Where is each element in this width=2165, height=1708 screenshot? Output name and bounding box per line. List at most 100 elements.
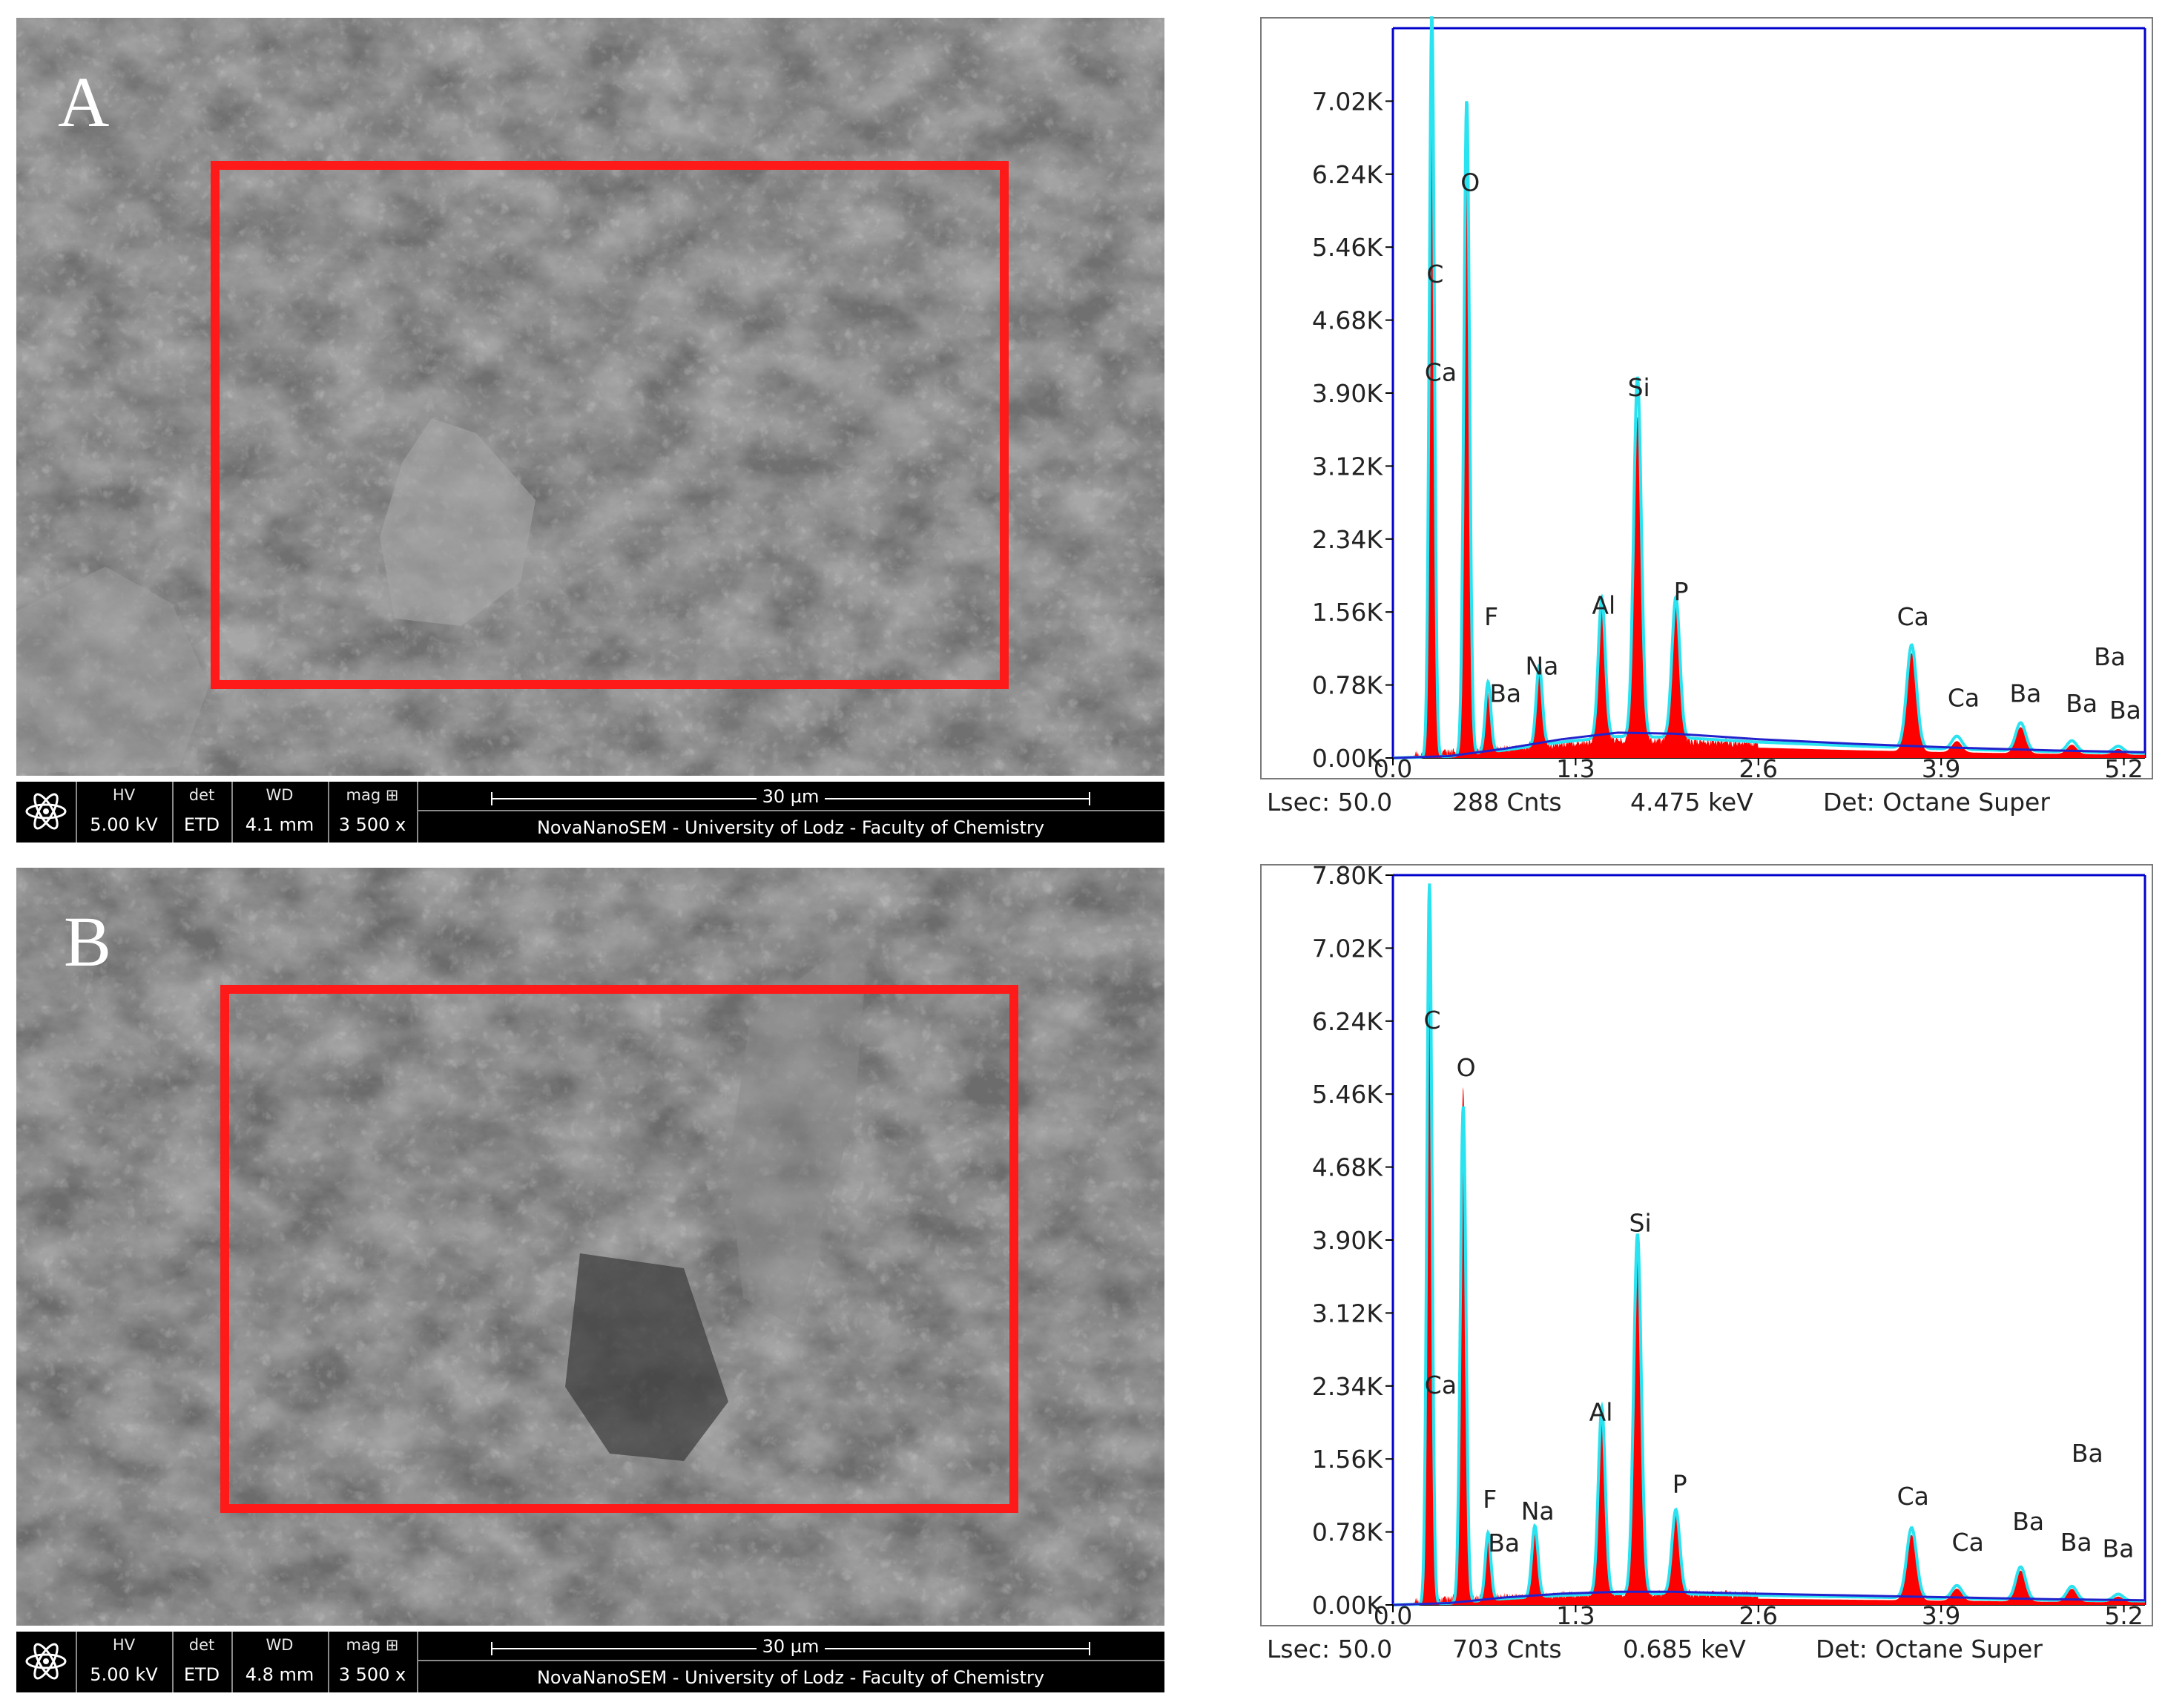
eds-footer-a: Lsec: 50.0 288 Cnts 4.475 keV Det: Octan…: [1267, 788, 2149, 829]
element-label-ca: Ca: [1897, 602, 1929, 631]
element-label-si: Si: [1628, 373, 1650, 402]
fit-line: [1393, 883, 2145, 1606]
mag-value: 3 500 x: [338, 1664, 406, 1685]
element-label-ba: Ba: [2072, 1439, 2103, 1468]
element-label-ba: Ba: [2066, 689, 2098, 718]
x-tick-label: 1.3: [1556, 754, 1595, 780]
roi-box-a: [211, 161, 1009, 689]
y-tick-label: 3.90K: [1312, 1226, 1383, 1255]
y-tick-label: 6.24K: [1312, 160, 1383, 189]
hv-value: 5.00 kV: [90, 814, 158, 835]
instrument-label: NovaNanoSEM - University of Lodz - Facul…: [536, 1667, 1045, 1688]
element-label-al: Al: [1589, 1397, 1613, 1426]
hv-cell: HV 5.00 kV: [76, 1632, 174, 1692]
y-tick-label: 7.02K: [1312, 934, 1383, 963]
y-tick-label: 0.78K: [1312, 671, 1383, 700]
x-tick-label: 2.6: [1739, 1601, 1778, 1627]
background-line: [1392, 731, 2146, 759]
panel-letter: A: [58, 62, 110, 142]
x-tick-label: 5.2: [2104, 1601, 2143, 1627]
grid-icon: ⊞: [385, 1636, 399, 1654]
roi-box-b: [220, 985, 1018, 1513]
det-value: ETD: [183, 814, 220, 835]
scale-label: 30 µm: [756, 786, 826, 807]
scale-bar: 30 µm NovaNanoSEM - University of Lodz -…: [417, 1632, 1164, 1692]
y-tick-label: 4.68K: [1312, 306, 1383, 335]
element-label-ba: Ba: [2103, 1534, 2135, 1563]
element-label-o: O: [1460, 168, 1480, 197]
y-tick-label: 2.34K: [1312, 1372, 1383, 1401]
eds-spectrum-a: 0.00K 0.78K 1.56K 2.34K 3.12K 3.90K 4.68K 5.46K…: [1260, 16, 2153, 780]
element-label-na: Na: [1521, 1497, 1555, 1526]
eds-footer-b: Lsec: 50.0 703 Cnts 0.685 keV Det: Octan…: [1267, 1635, 2149, 1676]
x-tick-label: 2.6: [1739, 754, 1778, 780]
x-tick-label: 3.9: [1922, 1601, 1960, 1627]
counts-value: 288 Cnts: [1452, 788, 1562, 817]
wd-value: 4.1 mm: [245, 814, 314, 835]
element-label-ca: Ca: [1897, 1482, 1929, 1511]
energy-value: 0.685 keV: [1623, 1635, 1746, 1664]
eds-spectrum-b: 0.00K 0.78K 1.56K 2.34K 3.12K 3.90K 4.68K 5.46K…: [1260, 863, 2153, 1627]
y-tick-label: 5.46K: [1312, 233, 1383, 262]
element-label-na: Na: [1525, 652, 1558, 681]
element-label-ca: Ca: [1952, 1528, 1984, 1557]
eds-frame: [1260, 864, 2153, 1626]
y-tick-label: 0.78K: [1312, 1518, 1383, 1547]
hv-value: 5.00 kV: [90, 1664, 158, 1685]
y-tick-label: 7.80K: [1312, 863, 1383, 890]
element-label-si: Si: [1629, 1209, 1652, 1238]
x-tick-label: 0.0: [1374, 754, 1412, 780]
element-label-p: P: [1674, 577, 1689, 606]
det-cell: det ETD: [172, 1632, 233, 1692]
y-tick-label: 5.46K: [1312, 1080, 1383, 1109]
element-label-ba: Ba: [1488, 1529, 1520, 1557]
y-tick-label: 0.00K: [1312, 744, 1383, 773]
detector-value: Det: Octane Super: [1816, 1635, 2043, 1664]
x-tick-label: 3.9: [1922, 754, 1960, 780]
y-tick-label: 1.56K: [1312, 1445, 1383, 1474]
sem-panel-b: B HV 5.00 kV det ETD WD 4.8 mm mag ⊞ 3 5…: [16, 868, 1164, 1692]
scale-label: 30 µm: [756, 1636, 826, 1657]
detector-value: Det: Octane Super: [1823, 788, 2050, 817]
det-value: ETD: [183, 1664, 220, 1685]
y-tick-label: 0.00K: [1312, 1591, 1383, 1620]
instrument-label: NovaNanoSEM - University of Lodz - Facul…: [536, 817, 1045, 838]
filler-particle-b: [565, 1253, 728, 1461]
wd-value: 4.8 mm: [245, 1664, 314, 1685]
y-tick-label: 3.90K: [1312, 379, 1383, 408]
element-label-ba: Ba: [2009, 679, 2041, 708]
y-tick-label: 4.68K: [1312, 1153, 1383, 1182]
sem-micrograph-a: [16, 18, 1164, 776]
element-label-f: F: [1483, 1485, 1497, 1514]
crystal-grain-a: [380, 418, 536, 626]
element-label-ba: Ba: [1489, 679, 1521, 708]
fit-line: [1393, 16, 2145, 759]
sem-info-bar: HV 5.00 kV det ETD WD 4.8 mm mag ⊞ 3 500…: [16, 1632, 1164, 1692]
mag-cell: mag ⊞ 3 500 x: [328, 1632, 418, 1692]
element-label-ba: Ba: [2094, 642, 2126, 671]
element-label-f: F: [1484, 602, 1498, 631]
scale-bar: 30 µm NovaNanoSEM - University of Lodz -…: [417, 782, 1164, 843]
element-label-ca: Ca: [1948, 684, 1980, 713]
element-label-p: P: [1673, 1470, 1687, 1499]
panel-letter: B: [64, 902, 112, 981]
mag-value: 3 500 x: [338, 814, 406, 835]
atom-logo-icon: [25, 793, 67, 830]
y-tick-label: 6.24K: [1312, 1007, 1383, 1036]
eds-frame: [1260, 17, 2153, 779]
y-tick-label: 3.12K: [1312, 1299, 1383, 1328]
lsec-value: Lsec: 50.0: [1267, 1635, 1393, 1664]
det-cell: det ETD: [172, 782, 233, 843]
mag-cell: mag ⊞ 3 500 x: [328, 782, 418, 843]
eds-panel-a: 0.00K 0.78K 1.56K 2.34K 3.12K 3.90K 4.68K 5.46K…: [1259, 16, 2154, 832]
element-label-c: C: [1426, 260, 1443, 288]
counts-value: 703 Cnts: [1452, 1635, 1562, 1664]
x-tick-label: 5.2: [2104, 754, 2143, 780]
element-label-c: C: [1424, 1006, 1441, 1035]
y-tick-label: 1.56K: [1312, 598, 1383, 627]
y-tick-label: 2.34K: [1312, 525, 1383, 554]
y-tick-label: 3.12K: [1312, 452, 1383, 481]
element-label-ba: Ba: [2109, 696, 2141, 725]
x-tick-label: 1.3: [1556, 1601, 1595, 1627]
wd-cell: WD 4.1 mm: [231, 782, 329, 843]
